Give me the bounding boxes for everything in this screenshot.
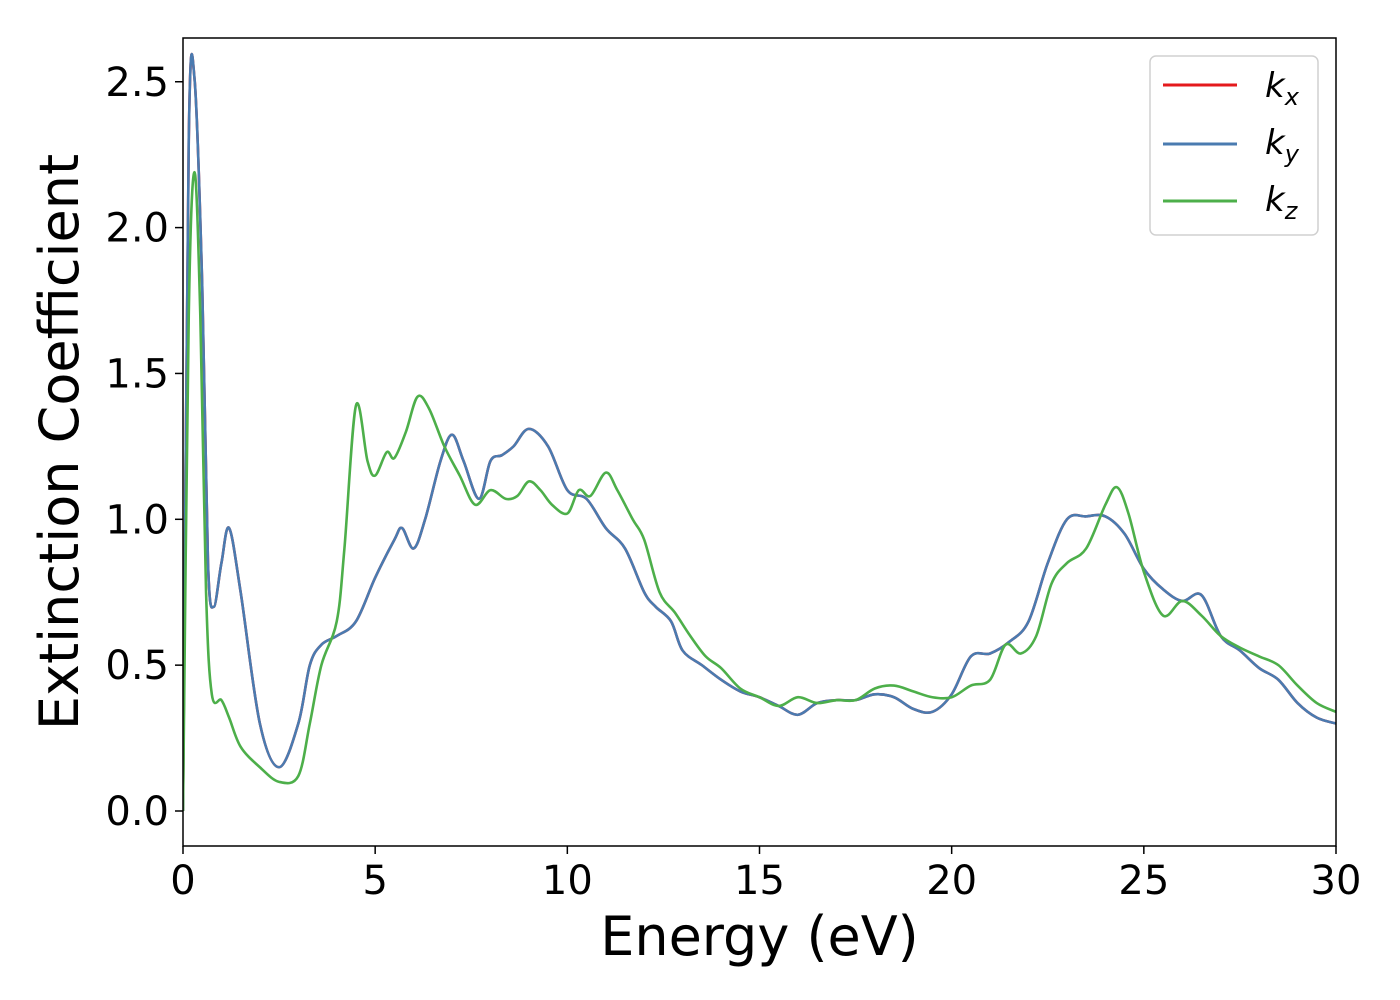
series-line-kz bbox=[183, 170, 1336, 812]
legend-label-ky: ky bbox=[1265, 123, 1300, 168]
y-tick-label: 0.0 bbox=[105, 789, 169, 835]
x-tick-label: 0 bbox=[170, 858, 195, 904]
y-axis: 0.0 0.5 1.0 1.5 2.0 2.5 bbox=[105, 60, 183, 835]
plot-background bbox=[183, 38, 1336, 846]
y-tick-label: 1.0 bbox=[105, 497, 169, 543]
series-layer bbox=[183, 53, 1336, 812]
x-tick-label: 30 bbox=[1311, 858, 1362, 904]
y-axis-label: Extinction Coefficient bbox=[28, 154, 91, 730]
y-tick-label: 2.5 bbox=[105, 60, 169, 106]
x-tick-label: 10 bbox=[542, 858, 593, 904]
y-tick-label: 2.0 bbox=[105, 206, 169, 252]
legend-label-kx: kx bbox=[1265, 66, 1300, 111]
x-tick-label: 5 bbox=[362, 858, 387, 904]
x-tick-label: 15 bbox=[734, 858, 785, 904]
x-tick-label: 20 bbox=[926, 858, 977, 904]
x-tick-label: 25 bbox=[1118, 858, 1169, 904]
series-line-ky bbox=[183, 53, 1336, 812]
y-tick-label: 0.5 bbox=[105, 643, 169, 689]
x-axis-label: Energy (eV) bbox=[600, 905, 919, 968]
legend: kx ky kz bbox=[1149, 55, 1319, 236]
y-tick-label: 1.5 bbox=[105, 351, 169, 397]
x-axis: 0 5 10 15 20 25 30 bbox=[170, 846, 1361, 904]
legend-label-kz: kz bbox=[1265, 180, 1299, 225]
